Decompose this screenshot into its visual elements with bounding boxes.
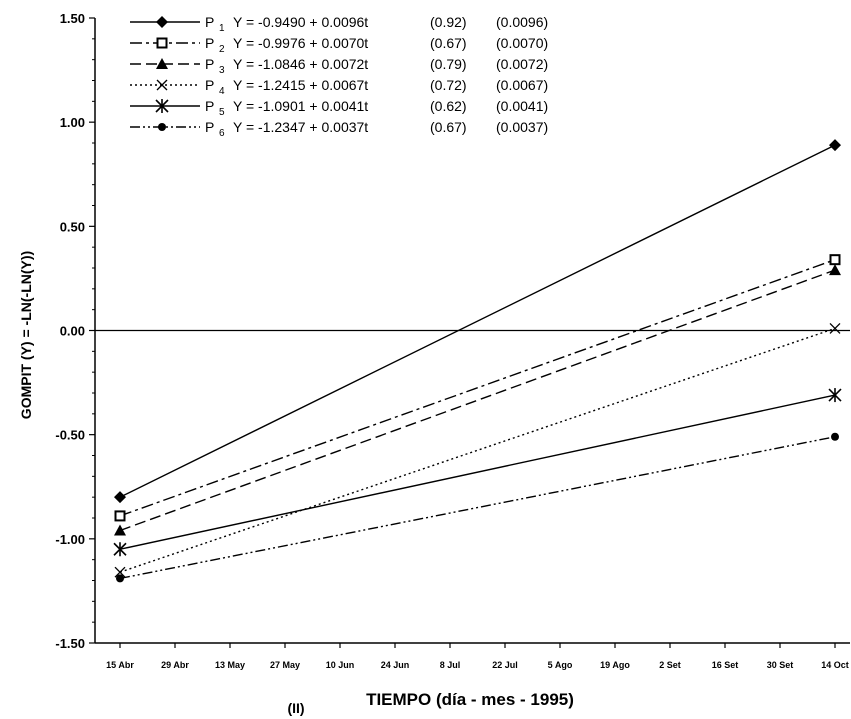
x-tick-label: 19 Ago [600,660,630,670]
legend-label: P [205,35,214,51]
legend-equation: Y = -1.0846 + 0.0072t [233,56,368,72]
legend-label: P [205,119,214,135]
x-axis-title: TIEMPO (día - mes - 1995) [366,690,574,709]
legend-subscript: 2 [219,44,225,55]
x-tick-label: 24 Jun [381,660,410,670]
marker-stroke [829,322,841,334]
y-tick-label: 0.00 [60,324,85,339]
legend-label: P [205,77,214,93]
legend-equation: Y = -1.2415 + 0.0067t [233,77,368,93]
y-axis-title: GOMPIT (Y) = -LN(-LN(Y)) [18,251,34,419]
legend-equation: Y = -0.9490 + 0.0096t [233,14,368,30]
series-5-point [828,388,842,403]
legend-subscript: 4 [219,86,225,97]
series-3 [114,264,841,536]
series-5 [113,388,842,557]
legend-coefficient: (0.0072) [496,56,548,72]
legend-label: P [205,98,214,114]
series-6-line [119,436,836,580]
legend-r2: (0.72) [430,77,467,93]
series-layer [113,139,842,583]
marker-stroke [156,79,168,91]
x-tick-label: 29 Abr [161,660,189,670]
series-5-point [113,542,127,557]
x-tick-label: 10 Jun [326,660,355,670]
series-1 [114,139,841,504]
x-tick-label: 5 Ago [548,660,573,670]
legend-equation: Y = -1.0901 + 0.0041t [233,98,368,114]
series-3-point [114,524,126,536]
x-tick-label: 16 Set [712,660,739,670]
x-tick-label: 27 May [270,660,300,670]
x-tick-label: 22 Jul [492,660,518,670]
y-tick-label: 0.50 [60,219,85,234]
series-2 [114,254,841,522]
legend-marker [156,16,168,28]
series-4-point [829,322,841,334]
y-tick-label: -1.50 [55,636,85,651]
series-2-point [829,254,841,266]
series-3-point [829,264,841,276]
x-tick-label: 2 Set [659,660,681,670]
series-2-line [119,259,836,517]
series-1-line [119,144,836,498]
series-6-point [831,432,839,441]
series-1-point [829,139,841,152]
series-2-point [114,510,126,522]
legend-marker [156,37,168,49]
legend-coefficient: (0.0070) [496,35,548,51]
legend-subscript: 5 [219,107,225,118]
series-6-point [116,574,124,583]
series-4-line [119,327,836,573]
legend-label: P [205,56,214,72]
x-tick-label: 15 Abr [106,660,134,670]
x-tick-label: 8 Jul [440,660,461,670]
legend-coefficient: (0.0096) [496,14,548,30]
marker-stroke [114,566,126,578]
y-tick-label: 1.00 [60,115,85,130]
legend-marker [158,123,166,131]
legend-marker [156,58,168,69]
legend-subscript: 3 [219,65,225,76]
y-tick-label: -0.50 [55,428,85,443]
legend-r2: (0.79) [430,56,467,72]
legend-r2: (0.67) [430,119,467,135]
series-4-point [114,566,126,578]
series-4 [114,322,841,578]
legend-coefficient: (0.0037) [496,119,548,135]
legend-label: P [205,14,214,30]
legend-subscript: 1 [219,23,225,34]
series-1-point [114,491,126,504]
legend-equation: Y = -0.9976 + 0.0070t [233,35,368,51]
legend-marker [155,99,169,113]
y-tick-label: -1.00 [55,532,85,547]
legend-coefficient: (0.0041) [496,98,548,114]
legend-marker [156,79,168,91]
series-3-line [119,269,836,532]
series-5-line [119,394,836,550]
legend-equation: Y = -1.2347 + 0.0037t [233,119,368,135]
legend-r2: (0.92) [430,14,467,30]
axes: 1.50 1.00 0.50 0.00 -0.50 -1.00 -1.50 15 Abr 29 … [55,11,850,670]
legend-r2: (0.67) [430,35,467,51]
legend-subscript: 6 [219,128,225,139]
legend-r2: (0.62) [430,98,467,114]
y-tick-label: 1.50 [60,11,85,26]
legend-coefficient: (0.0067) [496,77,548,93]
x-tick-label: 13 May [215,660,245,670]
x-tick-label: 30 Set [767,660,794,670]
x-tick-label: 14 Oct [821,660,849,670]
figure-caption: (II) [287,700,304,716]
series-6 [116,432,839,583]
